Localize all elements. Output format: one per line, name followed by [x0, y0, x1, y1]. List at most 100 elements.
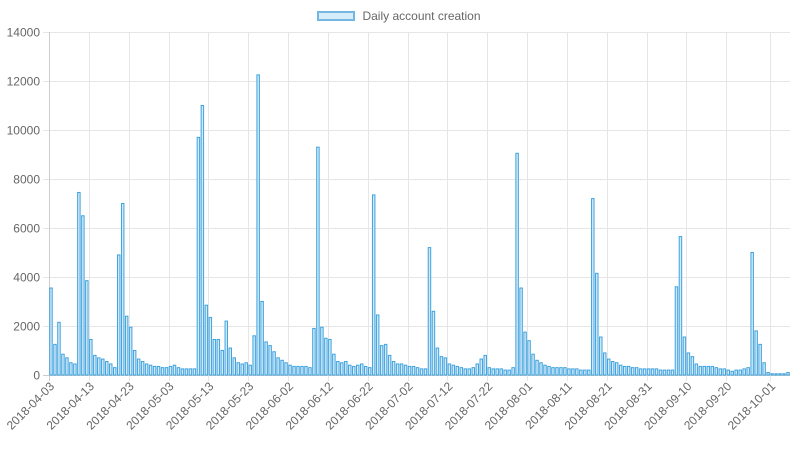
bar[interactable] — [539, 362, 543, 376]
bar[interactable] — [260, 301, 264, 376]
bar[interactable] — [646, 368, 651, 376]
bar[interactable] — [148, 364, 153, 376]
bar[interactable] — [77, 191, 81, 376]
bar[interactable] — [379, 345, 384, 376]
bar[interactable] — [722, 368, 727, 376]
bar[interactable] — [487, 367, 491, 376]
bar[interactable] — [232, 357, 236, 376]
bar[interactable] — [204, 304, 209, 376]
bar[interactable] — [356, 364, 360, 376]
bar[interactable] — [85, 280, 89, 376]
bar[interactable] — [674, 286, 679, 376]
bar[interactable] — [634, 367, 639, 376]
bar[interactable] — [240, 363, 244, 376]
bar[interactable] — [407, 365, 412, 376]
bar[interactable] — [770, 373, 774, 376]
bar[interactable] — [419, 368, 424, 376]
bar[interactable] — [614, 362, 619, 376]
bar[interactable] — [515, 152, 519, 376]
bar[interactable] — [120, 203, 125, 376]
chart-legend[interactable]: Daily account creation — [0, 7, 798, 25]
bar[interactable] — [523, 331, 527, 376]
bar[interactable] — [248, 364, 252, 376]
bar[interactable] — [176, 367, 181, 376]
bar[interactable] — [730, 370, 734, 376]
bar[interactable] — [224, 320, 229, 376]
bar[interactable] — [340, 362, 344, 376]
bar[interactable] — [567, 368, 571, 376]
bar[interactable] — [93, 354, 97, 376]
bar[interactable] — [411, 365, 416, 376]
bar[interactable] — [391, 361, 396, 376]
bar[interactable] — [348, 364, 352, 376]
bar[interactable] — [435, 347, 440, 376]
bar[interactable] — [762, 362, 766, 376]
bar[interactable] — [184, 368, 189, 376]
bar[interactable] — [264, 341, 268, 376]
bar[interactable] — [766, 372, 770, 376]
bar[interactable] — [288, 364, 292, 376]
bar[interactable] — [97, 357, 101, 376]
bar[interactable] — [308, 367, 312, 376]
bar[interactable] — [300, 365, 304, 376]
bar[interactable] — [296, 365, 300, 376]
bar[interactable] — [786, 372, 790, 376]
bar[interactable] — [160, 367, 165, 376]
bar[interactable] — [758, 343, 762, 376]
bar[interactable] — [451, 364, 456, 376]
bar[interactable] — [551, 367, 555, 376]
bar[interactable] — [750, 252, 754, 376]
bar[interactable] — [595, 272, 599, 376]
bar[interactable] — [650, 368, 655, 376]
bar[interactable] — [399, 363, 404, 376]
bar[interactable] — [228, 347, 232, 376]
bar[interactable] — [312, 327, 316, 376]
bar[interactable] — [144, 363, 149, 376]
bar[interactable] — [535, 359, 539, 376]
bar[interactable] — [662, 369, 667, 376]
bar[interactable] — [591, 198, 595, 376]
bar[interactable] — [152, 365, 157, 376]
bar[interactable] — [527, 340, 531, 376]
bar[interactable] — [140, 361, 145, 376]
bar[interactable] — [73, 363, 77, 376]
bar[interactable] — [268, 345, 272, 376]
bar[interactable] — [200, 105, 205, 376]
bar[interactable] — [164, 367, 169, 376]
bar[interactable] — [714, 367, 719, 376]
bar[interactable] — [236, 362, 240, 376]
bar[interactable] — [463, 368, 468, 376]
bar[interactable] — [371, 194, 376, 376]
bar[interactable] — [395, 363, 400, 376]
bar[interactable] — [328, 338, 332, 376]
bar[interactable] — [109, 363, 113, 376]
bar[interactable] — [491, 368, 495, 376]
bar[interactable] — [344, 361, 348, 376]
bar[interactable] — [555, 367, 559, 376]
bar[interactable] — [710, 365, 715, 376]
bar[interactable] — [113, 367, 117, 376]
bar[interactable] — [718, 368, 723, 376]
bar[interactable] — [352, 365, 356, 376]
bar[interactable] — [439, 356, 444, 376]
bar[interactable] — [694, 363, 699, 376]
bar[interactable] — [459, 367, 464, 376]
bar[interactable] — [316, 146, 320, 376]
bar[interactable] — [156, 365, 161, 376]
bar[interactable] — [626, 365, 631, 376]
bar[interactable] — [192, 368, 197, 376]
bar[interactable] — [101, 358, 105, 376]
bar[interactable] — [702, 365, 707, 376]
bar[interactable] — [216, 338, 221, 376]
bar[interactable] — [754, 330, 758, 376]
bar[interactable] — [363, 365, 368, 376]
bar[interactable] — [483, 354, 487, 376]
bar[interactable] — [132, 350, 137, 376]
bar[interactable] — [272, 351, 276, 376]
bar[interactable] — [682, 336, 687, 376]
bar[interactable] — [423, 368, 428, 376]
bar[interactable] — [618, 364, 623, 376]
bar[interactable] — [678, 236, 683, 376]
bar[interactable] — [642, 368, 647, 376]
bar[interactable] — [427, 247, 432, 376]
